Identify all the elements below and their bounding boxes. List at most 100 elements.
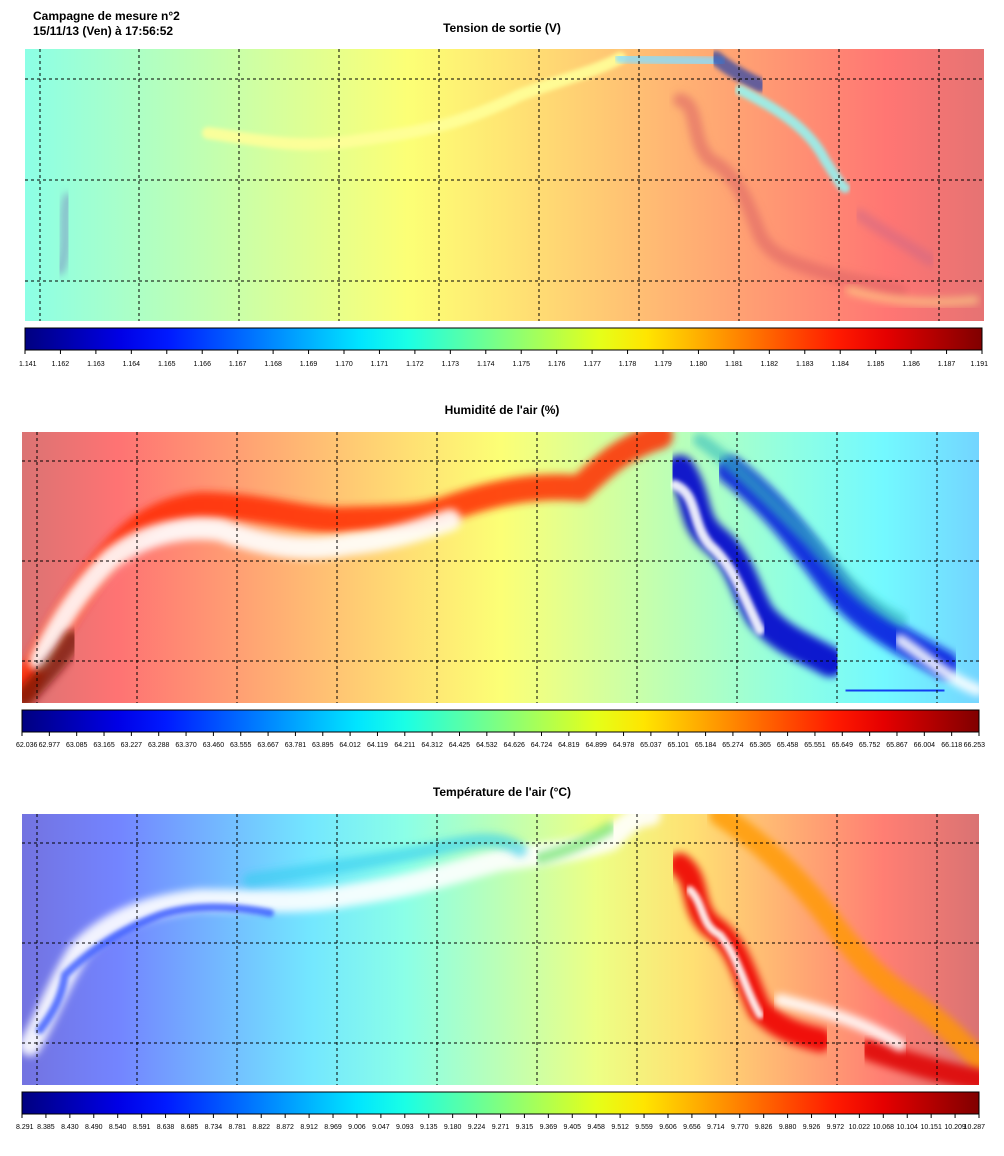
scale-tick-label: 64.819	[558, 742, 580, 749]
route-feature	[709, 814, 979, 1071]
chart-title-voltage: Tension de sortie (V)	[443, 21, 561, 35]
scale-tick-label: 8.385	[37, 1124, 55, 1131]
route-feature	[894, 634, 979, 696]
scale-tick-label: 8.822	[252, 1124, 270, 1131]
scale-tick-label: 63.460	[203, 742, 225, 749]
scale-tick-label: 63.227	[121, 742, 143, 749]
scale-tick-label: 1.180	[690, 361, 708, 368]
color-scale-bar	[21, 709, 980, 733]
scale-tick-label: 64.899	[585, 742, 607, 749]
scale-tick-label: 9.369	[540, 1124, 558, 1131]
scale-tick-label: 8.490	[85, 1124, 103, 1131]
route-feature	[615, 53, 725, 67]
scale-tick-label: 62.977	[39, 742, 61, 749]
scale-tick-label: 66.118	[941, 742, 962, 749]
scale-tick-label: 9.180	[444, 1124, 462, 1131]
scale-tick-label: 1.173	[442, 361, 460, 368]
scale-tick-label: 1.166	[193, 361, 211, 368]
scale-tick-label: 63.781	[285, 742, 307, 749]
heatmap-panel-2	[22, 432, 979, 703]
scale-tick-label: 65.867	[886, 742, 908, 749]
scale-tick-label: 8.540	[109, 1124, 127, 1131]
scale-tick-label: 10.022	[849, 1124, 871, 1131]
scale-tick-label: 63.895	[312, 742, 334, 749]
scale-tick-label: 9.047	[372, 1124, 390, 1131]
route-feature	[243, 833, 527, 887]
scale-tick-label: 65.458	[777, 742, 799, 749]
route-feature	[36, 903, 274, 1034]
scale-tick-label: 1.162	[52, 361, 70, 368]
scale-tick-label: 1.178	[619, 361, 637, 368]
scale-tick-label: 9.271	[492, 1124, 510, 1131]
route-feature	[202, 52, 626, 151]
scale-tick-label: 1.182	[761, 361, 779, 368]
route-feature	[839, 679, 951, 702]
scale-tick-label: 1.179	[654, 361, 672, 368]
scale-tick-label: 64.532	[476, 742, 498, 749]
scale-tick-label: 10.104	[897, 1124, 919, 1131]
scale-tick-label: 1.163	[87, 361, 105, 368]
scale-tick-label: 1.185	[867, 361, 885, 368]
scale-tick-label: 63.370	[175, 742, 197, 749]
route-feature	[29, 509, 461, 671]
scale-tick-label: 65.274	[722, 742, 744, 749]
scale-tick-label: 10.151	[920, 1124, 942, 1131]
route-feature	[55, 193, 73, 275]
scale-tick-label: 9.559	[635, 1124, 653, 1131]
scale-tick-label: 8.872	[276, 1124, 294, 1131]
scale-tick-label: 1.170	[335, 361, 353, 368]
scale-tick-label: 9.224	[468, 1124, 486, 1131]
route-feature	[22, 630, 82, 703]
scale-tick-label: 8.781	[229, 1124, 247, 1131]
scale-tick-label: 9.826	[755, 1124, 773, 1131]
route-feature	[854, 209, 936, 266]
scale-tick-label: 9.606	[659, 1124, 677, 1131]
scale-tick-label: 64.312	[421, 742, 443, 749]
scale-tick-label: 65.101	[668, 742, 690, 749]
scale-tick-label: 8.969	[324, 1124, 342, 1131]
route-feature	[670, 480, 765, 635]
scale-tick-label: 1.172	[406, 361, 424, 368]
scale-tick-label: 63.667	[257, 742, 279, 749]
scale-tick-label: 10.209	[944, 1124, 966, 1131]
scale-tick-label: 1.184	[831, 361, 849, 368]
scale-tick-label: 64.119	[367, 742, 388, 749]
route-feature	[846, 286, 979, 306]
scale-tick-label: 64.978	[613, 742, 635, 749]
scale-tick-label: 9.405	[564, 1124, 582, 1131]
scale-tick-label: 9.135	[420, 1124, 438, 1131]
route-feature	[686, 886, 764, 1019]
scale-tick-label: 64.012	[339, 742, 361, 749]
scale-tick-label: 1.174	[477, 361, 495, 368]
scale-tick-label: 66.253	[964, 742, 986, 749]
scale-tick-label: 1.177	[583, 361, 601, 368]
scale-tick-label: 64.724	[531, 742, 553, 749]
scale-tick-label: 65.752	[859, 742, 881, 749]
scale-tick-label: 63.085	[66, 742, 88, 749]
scale-tick-label: 1.175	[512, 361, 530, 368]
scale-tick-label: 1.176	[548, 361, 566, 368]
scale-tick-label: 1.169	[300, 361, 318, 368]
scale-tick-label: 1.171	[371, 361, 389, 368]
scale-tick-label: 64.211	[394, 742, 415, 749]
scale-tick-label: 1.167	[229, 361, 247, 368]
scale-tick-label: 64.425	[449, 742, 471, 749]
route-feature	[859, 1039, 979, 1085]
chart-title-temperature: Température de l'air (°C)	[432, 785, 572, 799]
scale-tick-label: 1.186	[902, 361, 920, 368]
scale-tick-label: 65.184	[695, 742, 717, 749]
scale-tick-label: 8.638	[157, 1124, 175, 1131]
route-feature	[774, 994, 906, 1051]
scale-tick-label: 66.004	[914, 742, 936, 749]
route-feature	[693, 433, 907, 627]
scale-tick-label: 1.165	[158, 361, 176, 368]
color-scale-bar	[24, 327, 983, 351]
scale-tick-label: 9.926	[803, 1124, 821, 1131]
route-feature	[534, 822, 616, 864]
scale-tick-label: 8.734	[205, 1124, 223, 1131]
scale-tick-label: 8.291	[16, 1124, 34, 1131]
chart-title-humidity: Humidité de l'air (%)	[444, 403, 560, 417]
scale-tick-label: 9.880	[779, 1124, 797, 1131]
scale-tick-label: 65.551	[804, 742, 826, 749]
